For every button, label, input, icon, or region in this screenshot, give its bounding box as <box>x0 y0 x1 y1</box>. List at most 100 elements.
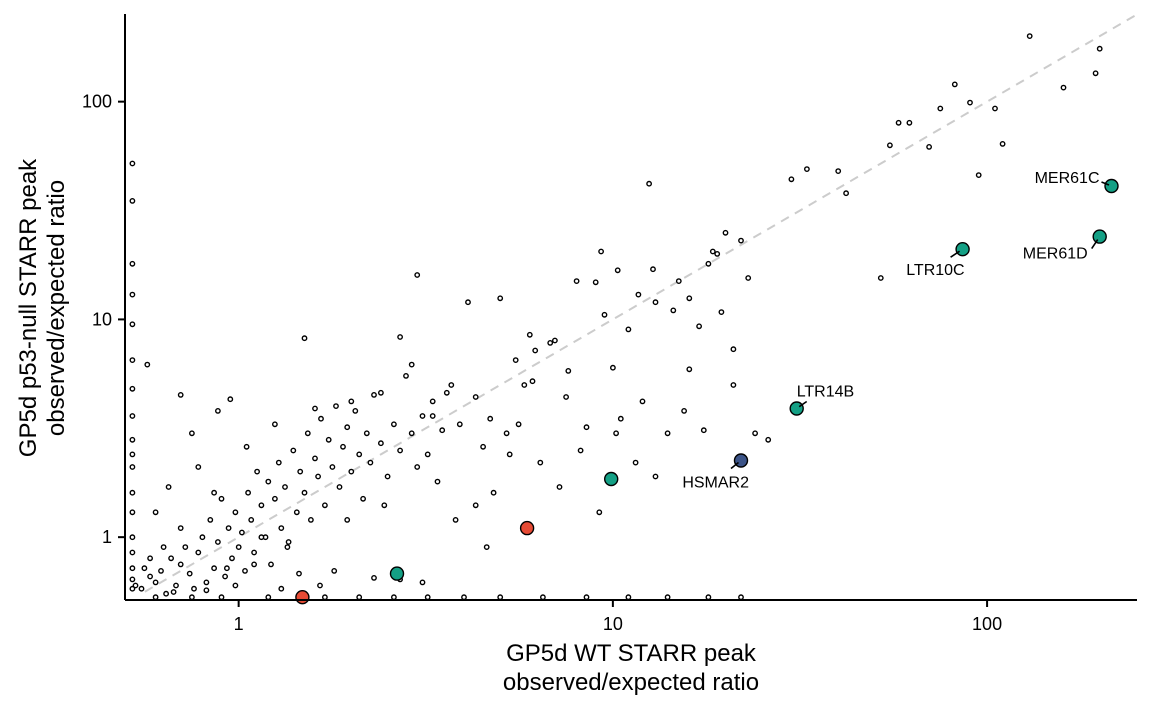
background-point <box>129 489 136 496</box>
background-point <box>152 509 159 516</box>
background-point <box>223 565 230 572</box>
background-point <box>465 299 471 306</box>
background-point <box>348 398 355 405</box>
background-point <box>408 430 415 437</box>
background-point <box>614 267 621 274</box>
background-point <box>284 544 291 550</box>
background-point <box>265 594 272 601</box>
background-point <box>214 407 221 414</box>
background-point <box>537 459 544 466</box>
background-point <box>129 585 136 592</box>
background-point <box>926 143 932 150</box>
label-leader-line <box>1101 181 1110 186</box>
highlight-point-red <box>295 590 310 605</box>
highlight-point-green <box>389 566 405 581</box>
background-point <box>333 403 339 409</box>
y-tick-label: 10 <box>92 309 112 329</box>
background-point <box>356 594 363 601</box>
background-point <box>232 582 239 589</box>
background-point <box>681 407 687 414</box>
background-point <box>877 275 884 281</box>
background-point <box>278 525 285 531</box>
background-point <box>367 459 374 466</box>
label-leader-line <box>1091 239 1099 250</box>
background-point <box>635 291 642 298</box>
background-point <box>245 489 252 496</box>
background-point <box>199 534 206 541</box>
background-point <box>714 250 721 257</box>
background-point <box>390 421 397 428</box>
background-point <box>312 405 318 412</box>
x-tick-label: 1 <box>234 614 244 634</box>
background-point <box>408 361 415 368</box>
background-point <box>452 517 459 523</box>
background-point <box>195 549 202 556</box>
label-leader-line <box>950 250 961 258</box>
background-point <box>152 579 159 586</box>
background-point <box>377 440 384 447</box>
background-point <box>722 229 729 236</box>
label-mer61d: MER61D <box>1023 246 1088 263</box>
background-point <box>497 295 504 302</box>
background-point <box>168 555 175 562</box>
background-point <box>788 176 795 183</box>
background-point <box>650 266 656 273</box>
background-point <box>329 464 336 470</box>
background-point <box>360 495 366 502</box>
point-ltr14b <box>789 401 804 416</box>
background-point <box>540 594 546 601</box>
label-leader-line <box>798 400 808 408</box>
background-point <box>243 443 250 450</box>
x-tick-label: 100 <box>972 614 1002 634</box>
background-point <box>483 544 490 550</box>
x-axis-title-line-1: GP5d WT STARR peak <box>506 640 757 667</box>
background-point <box>132 582 139 589</box>
background-point <box>138 585 145 592</box>
highlight-point-green <box>604 471 619 487</box>
background-point <box>752 430 758 437</box>
background-point <box>147 573 154 580</box>
background-point <box>951 81 958 88</box>
background-point <box>472 394 479 400</box>
background-point <box>318 415 324 422</box>
background-point <box>424 594 431 601</box>
background-point <box>290 447 297 454</box>
background-point <box>835 168 842 175</box>
y-axis-title-line-2: observed/expected ratio <box>43 180 70 436</box>
background-point <box>307 517 314 523</box>
background-point <box>906 119 913 126</box>
background-point <box>147 555 154 562</box>
background-point <box>173 582 179 589</box>
background-point <box>506 451 513 458</box>
point-labels: MER61C MER61D LTR10C LTR14B HSMAR2 <box>682 170 1110 492</box>
background-point <box>552 337 558 344</box>
background-point <box>312 455 318 462</box>
label-mer61c: MER61C <box>1035 170 1100 187</box>
background-point <box>238 529 245 536</box>
background-point <box>529 378 536 385</box>
background-point <box>414 464 421 470</box>
background-point <box>843 190 849 197</box>
label-hsmar2: HSMAR2 <box>682 475 749 492</box>
background-point <box>472 502 479 509</box>
background-point <box>456 421 463 428</box>
background-point <box>490 489 497 496</box>
background-point <box>191 585 197 592</box>
background-point <box>211 489 218 496</box>
background-point <box>632 459 639 466</box>
background-point <box>331 568 338 574</box>
background-point <box>577 447 584 454</box>
background-point <box>646 180 652 187</box>
background-point <box>705 260 712 267</box>
background-point <box>352 407 359 414</box>
background-point <box>887 142 893 149</box>
background-point <box>601 311 608 318</box>
x-tick-label: 10 <box>603 614 623 634</box>
background-point <box>895 119 902 126</box>
background-point <box>129 385 136 392</box>
background-point <box>340 443 346 450</box>
background-point <box>129 509 136 516</box>
label-leader-line <box>730 461 739 470</box>
background-point <box>419 579 426 586</box>
background-point <box>804 166 810 173</box>
